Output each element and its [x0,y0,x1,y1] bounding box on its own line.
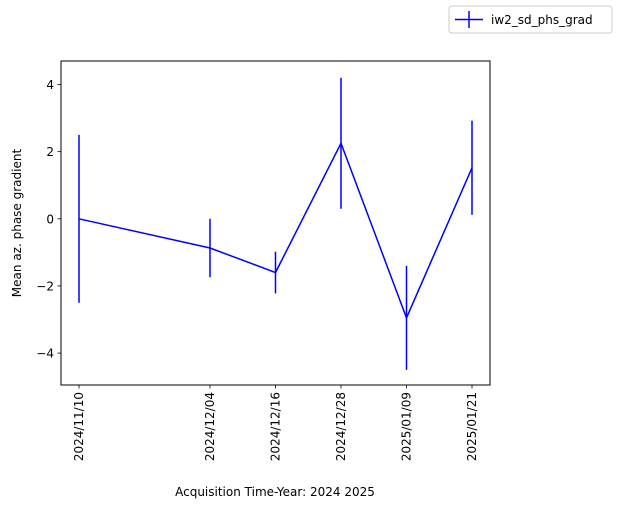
y-tick-label: 0 [46,212,54,226]
y-tick-label: −2 [36,279,54,293]
plot-area [61,61,490,385]
x-tick-label: 2024/12/28 [334,392,348,461]
x-tick-label: 2024/12/16 [269,392,283,461]
x-tick-label: 2024/12/04 [203,392,217,461]
y-tick-label: 2 [46,145,54,159]
x-axis-label: Acquisition Time-Year: 2024 2025 [175,485,375,499]
legend-label: iw2_sd_phs_grad [491,13,593,27]
y-tick-label: 4 [46,78,54,92]
y-tick-label: −4 [36,347,54,361]
x-tick-label: 2025/01/21 [465,392,479,461]
x-tick-label: 2024/11/10 [72,392,86,461]
legend: iw2_sd_phs_grad [449,6,612,33]
y-axis-label: Mean az. phase gradient [10,149,24,298]
x-tick-label: 2025/01/09 [400,392,414,461]
